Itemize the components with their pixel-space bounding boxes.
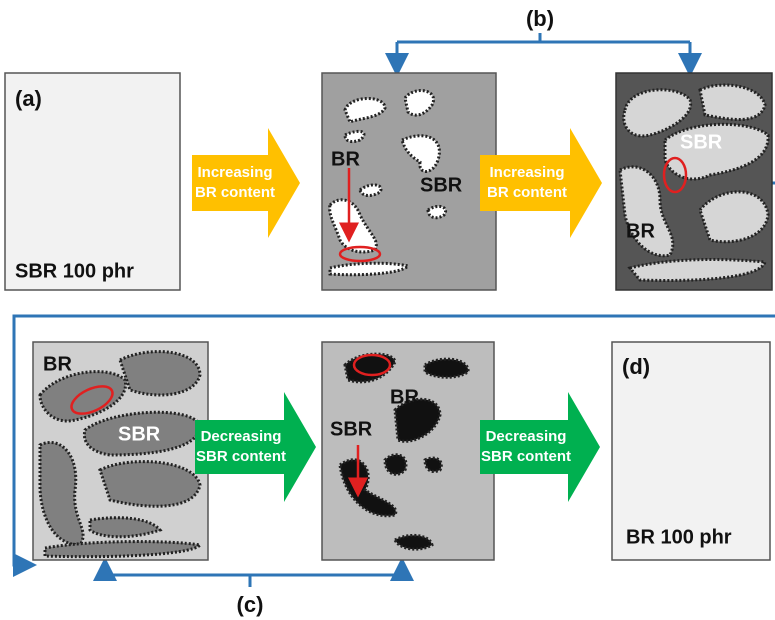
panel-caption: SBR 100 phr bbox=[15, 260, 134, 282]
phase-label: SBR bbox=[118, 423, 161, 445]
arrow-text: SBR content bbox=[481, 448, 571, 465]
arrow-text: Increasing bbox=[489, 164, 564, 181]
label-c: (c) bbox=[237, 592, 264, 617]
arrow-text: Decreasing bbox=[201, 428, 282, 445]
phase-label: BR bbox=[390, 386, 419, 408]
panel-label: (a) bbox=[15, 86, 42, 111]
arrow-text: BR content bbox=[195, 184, 275, 201]
diagram: (b) (c) (a) SBR 100 phr Increasing BR co… bbox=[0, 0, 775, 620]
arrow-text: SBR content bbox=[196, 448, 286, 465]
phase-label: SBR bbox=[420, 174, 463, 196]
label-b: (b) bbox=[526, 6, 554, 31]
panel-caption: BR 100 phr bbox=[626, 526, 732, 548]
phase-label: BR bbox=[43, 353, 72, 375]
arrow-text: BR content bbox=[487, 184, 567, 201]
arrow-text: Decreasing bbox=[486, 428, 567, 445]
phase-label: BR bbox=[331, 148, 360, 170]
phase-label: SBR bbox=[330, 418, 373, 440]
panel-label: (d) bbox=[622, 354, 650, 379]
phase-label: SBR bbox=[680, 131, 723, 153]
arrow-text: Increasing bbox=[197, 164, 272, 181]
phase-label: BR bbox=[626, 220, 655, 242]
